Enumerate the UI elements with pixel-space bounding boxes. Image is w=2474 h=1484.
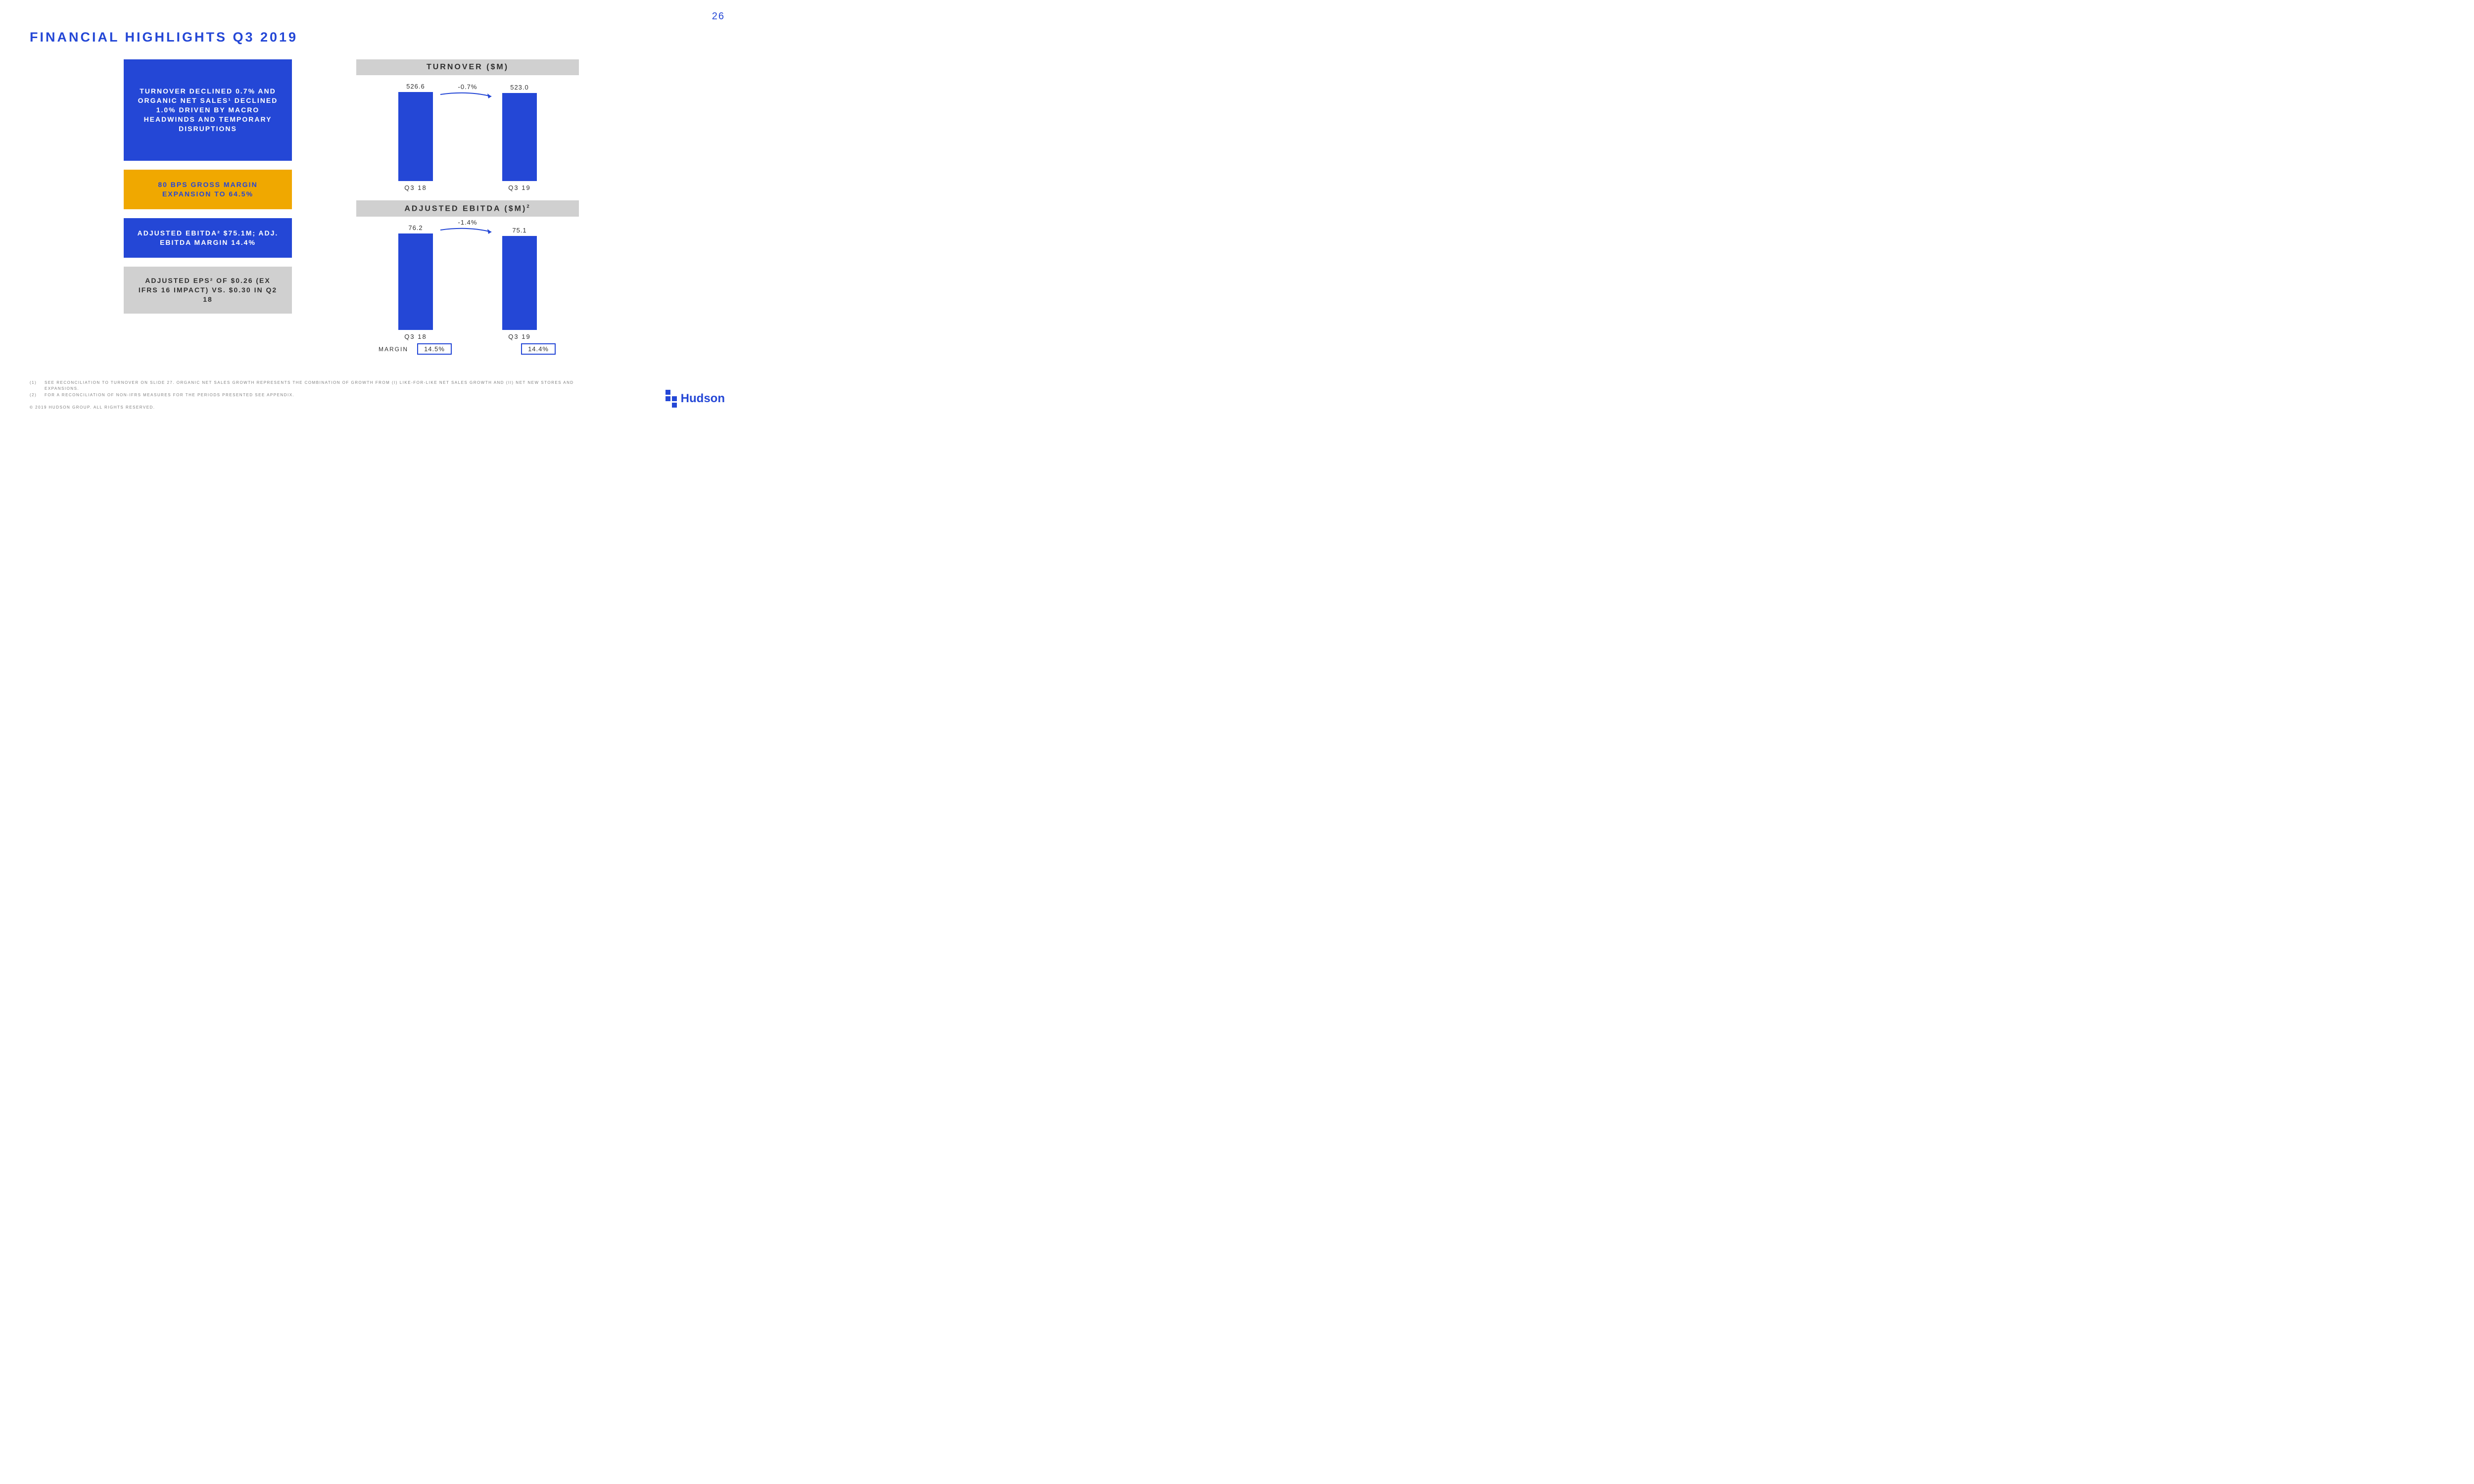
bar-label: Q3 18: [404, 184, 427, 191]
ebitda-delta-arrow: -1.4%: [438, 219, 497, 235]
margin-q318: 14.5%: [417, 343, 452, 355]
turnover-chart-title: TURNOVER ($M): [356, 59, 579, 75]
highlight-gross-margin: 80 BPS GROSS MARGIN EXPANSION TO 64.5%: [124, 170, 292, 209]
margin-q319: 14.4%: [521, 343, 556, 355]
ebitda-title-sup: 2: [526, 204, 530, 209]
arrow-icon: [438, 227, 497, 235]
margin-label: MARGIN: [356, 346, 413, 353]
logo-mark-icon: [666, 390, 677, 408]
highlight-adj-ebitda: ADJUSTED EBITDA² $75.1M; ADJ. EBITDA MAR…: [124, 218, 292, 258]
bar-value: 526.6: [406, 83, 425, 90]
bar-value: 523.0: [510, 84, 529, 91]
bar-value: 75.1: [512, 227, 526, 234]
bar-label: Q3 19: [508, 184, 530, 191]
copyright: © 2019 HUDSON GROUP. ALL RIGHTS RESERVED…: [30, 405, 155, 410]
page-title: FINANCIAL HIGHLIGHTS Q3 2019: [30, 30, 298, 45]
ebitda-delta-label: -1.4%: [458, 219, 477, 226]
bar-label: Q3 18: [404, 333, 427, 340]
logo-text: Hudson: [681, 392, 725, 406]
charts-column: TURNOVER ($M) -0.7% 526.6 Q3 18 523.0 Q3…: [356, 59, 579, 364]
turnover-bar-q319: 523.0 Q3 19: [502, 84, 537, 191]
turnover-chart: TURNOVER ($M) -0.7% 526.6 Q3 18 523.0 Q3…: [356, 59, 579, 191]
bar: [398, 92, 433, 181]
turnover-bar-q318: 526.6 Q3 18: [398, 83, 433, 191]
turnover-delta-label: -0.7%: [458, 83, 477, 91]
footnotes: (1) SEE RECONCILIATION TO TURNOVER ON SL…: [30, 380, 599, 399]
ebitda-chart-title: ADJUSTED EBITDA ($M)2: [356, 200, 579, 217]
ebitda-title-text: ADJUSTED EBITDA ($M): [404, 204, 526, 213]
highlights-column: TURNOVER DECLINED 0.7% AND ORGANIC NET S…: [124, 59, 292, 314]
ebitda-bar-q319: 75.1 Q3 19: [502, 227, 537, 340]
footnote-1-num: (1): [30, 380, 45, 391]
highlight-adj-eps: ADJUSTED EPS² OF $0.26 (EX IFRS 16 IMPAC…: [124, 267, 292, 314]
bar: [502, 93, 537, 181]
ebitda-margin-row: MARGIN 14.5% 14.4%: [356, 343, 579, 355]
hudson-logo: Hudson: [666, 390, 725, 408]
footnote-1-text: SEE RECONCILIATION TO TURNOVER ON SLIDE …: [45, 380, 599, 391]
ebitda-bar-q318: 76.2 Q3 18: [398, 224, 433, 340]
bar-label: Q3 19: [508, 333, 530, 340]
footnote-2-text: FOR A RECONCILIATION OF NON-IFRS MEASURE…: [45, 392, 294, 398]
bar: [502, 236, 537, 330]
page-number: 26: [712, 11, 725, 22]
footnote-2-num: (2): [30, 392, 45, 398]
bar: [398, 233, 433, 330]
turnover-delta-arrow: -0.7%: [438, 83, 497, 99]
bar-value: 76.2: [408, 224, 423, 232]
highlight-turnover-decline: TURNOVER DECLINED 0.7% AND ORGANIC NET S…: [124, 59, 292, 161]
ebitda-chart: ADJUSTED EBITDA ($M)2 -1.4% 76.2 Q3 18 7…: [356, 200, 579, 355]
arrow-icon: [438, 92, 497, 99]
